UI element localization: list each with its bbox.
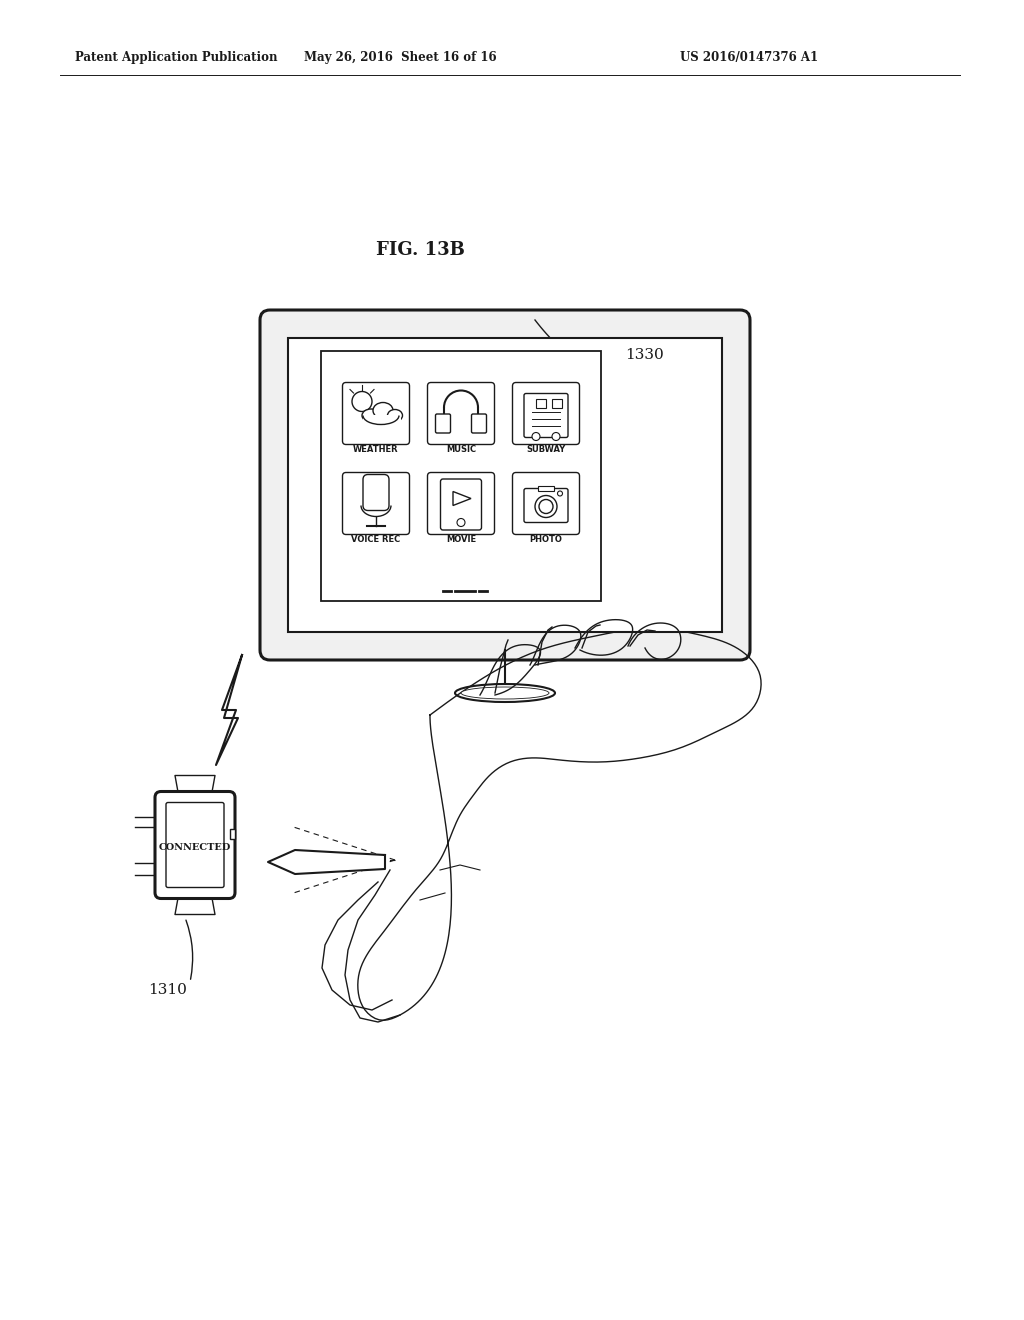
FancyBboxPatch shape: [471, 414, 486, 433]
FancyBboxPatch shape: [166, 803, 224, 887]
Bar: [321, 351, 601, 601]
Polygon shape: [268, 850, 385, 874]
FancyBboxPatch shape: [524, 488, 568, 523]
FancyBboxPatch shape: [342, 473, 410, 535]
Polygon shape: [357, 628, 761, 1020]
Bar: [536, 399, 546, 408]
Text: PHOTO: PHOTO: [529, 535, 562, 544]
Text: WEATHER: WEATHER: [353, 445, 398, 454]
FancyBboxPatch shape: [512, 383, 580, 445]
Circle shape: [535, 495, 557, 517]
Circle shape: [557, 491, 562, 496]
Bar: [538, 486, 554, 491]
FancyBboxPatch shape: [435, 414, 451, 433]
Bar: [362, 414, 401, 422]
Text: 1330: 1330: [625, 348, 664, 362]
Text: CONNECTED: CONNECTED: [159, 842, 231, 851]
Text: MOVIE: MOVIE: [445, 535, 476, 544]
Text: 1310: 1310: [148, 983, 186, 997]
FancyBboxPatch shape: [362, 474, 389, 511]
Circle shape: [352, 392, 372, 412]
Text: FIG. 13B: FIG. 13B: [376, 242, 465, 259]
Ellipse shape: [362, 409, 380, 422]
Circle shape: [539, 499, 553, 513]
Ellipse shape: [373, 403, 393, 418]
FancyBboxPatch shape: [440, 479, 481, 531]
Circle shape: [532, 433, 540, 441]
Ellipse shape: [455, 684, 555, 702]
FancyBboxPatch shape: [155, 792, 234, 899]
Bar: [230, 829, 234, 840]
FancyBboxPatch shape: [512, 473, 580, 535]
Ellipse shape: [461, 686, 549, 700]
Text: SUBWAY: SUBWAY: [526, 445, 565, 454]
Bar: [288, 338, 722, 632]
Text: VOICE REC: VOICE REC: [351, 535, 400, 544]
FancyBboxPatch shape: [524, 393, 568, 437]
Text: May 26, 2016  Sheet 16 of 16: May 26, 2016 Sheet 16 of 16: [304, 51, 497, 65]
Polygon shape: [216, 655, 242, 766]
FancyBboxPatch shape: [342, 383, 410, 445]
Text: MUSIC: MUSIC: [445, 445, 476, 454]
Text: US 2016/0147376 A1: US 2016/0147376 A1: [680, 51, 818, 65]
Circle shape: [552, 433, 560, 441]
FancyBboxPatch shape: [260, 310, 750, 660]
Polygon shape: [453, 491, 471, 506]
FancyBboxPatch shape: [427, 473, 495, 535]
Polygon shape: [175, 892, 215, 915]
FancyBboxPatch shape: [427, 383, 495, 445]
Bar: [552, 399, 562, 408]
Text: Patent Application Publication: Patent Application Publication: [75, 51, 278, 65]
Ellipse shape: [387, 409, 402, 421]
Circle shape: [457, 519, 465, 527]
Polygon shape: [175, 776, 215, 797]
